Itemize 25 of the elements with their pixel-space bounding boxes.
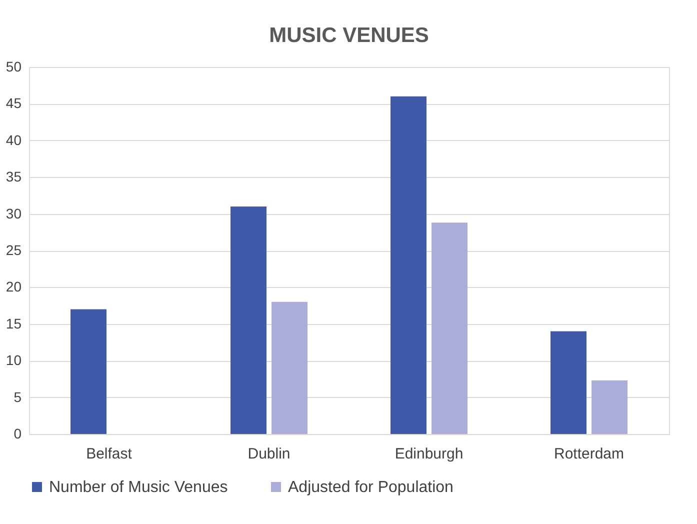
y-tick-label: 15 [6,315,22,332]
y-tick-label: 50 [6,58,22,74]
x-tick-label: Rotterdam [554,446,624,462]
bar [70,309,106,434]
bar [272,302,308,434]
x-tick-label: Belfast [86,446,133,462]
legend-label: Adjusted for Population [288,479,454,496]
bar [550,331,586,434]
y-tick-label: 45 [6,95,22,112]
y-tick-label: 20 [6,278,22,295]
chart-title: MUSIC VENUES [269,24,429,47]
bar [592,380,628,434]
bar [390,96,426,434]
y-tick-label: 5 [14,388,22,405]
x-tick-label: Edinburgh [394,446,464,462]
y-tick-label: 35 [6,168,22,185]
y-tick-label: 30 [6,205,22,222]
bar [432,222,468,434]
bar [230,206,266,434]
y-tick-label: 40 [6,132,22,148]
x-tick-label: Dublin [248,446,290,462]
y-tick-label: 10 [6,352,22,368]
legend-label: Number of Music Venues [49,479,228,496]
y-tick-label: 0 [14,426,22,442]
y-tick-label: 25 [6,242,22,258]
